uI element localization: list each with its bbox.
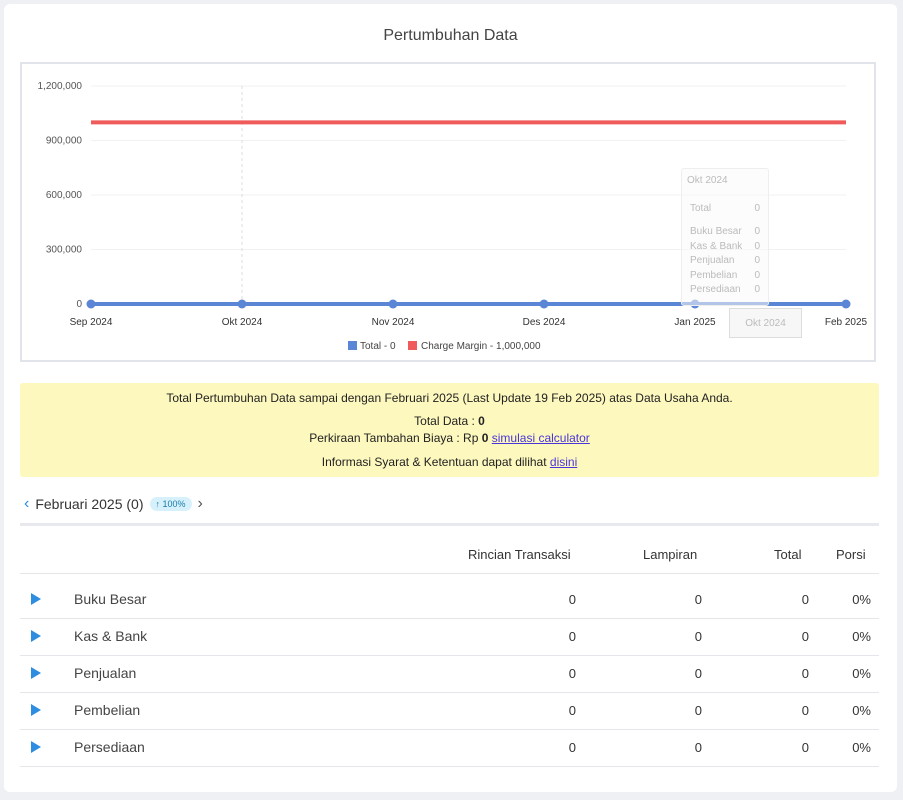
row-name: Buku Besar [74,591,147,607]
cell-porsi: 0% [852,740,871,755]
table-row: Buku Besar 0 0 0 0% [20,581,879,618]
y-tick-label: 900,000 [46,136,83,147]
row-name: Pembelian [74,702,141,718]
month-label: Februari 2025 (0) [35,496,144,512]
cell-total: 0 [801,740,809,755]
cell-lampiran: 0 [694,592,702,607]
cell-porsi: 0% [852,703,871,718]
expand-arrow-icon[interactable] [31,593,41,605]
legend-label: Charge Margin - 1,000,000 [421,341,541,352]
info-cost: Perkiraan Tambahan Biaya : Rp 0 simulasi… [309,431,590,445]
data-point [388,299,398,309]
page-title: Pertumbuhan Data [383,27,518,44]
month-navigator: ‹ Februari 2025 (0) ↑ 100% › [24,495,203,513]
divider [20,729,879,730]
info-total: Total Data : 0 [414,414,485,428]
cell-porsi: 0% [852,592,871,607]
divider [20,573,879,574]
chevron-left-icon[interactable]: ‹ [24,495,30,512]
cell-rincian: 0 [568,592,576,607]
calculator-link[interactable]: simulasi calculator [491,431,590,445]
divider [20,692,879,693]
cell-lampiran: 0 [694,703,702,718]
growth-badge: ↑ 100% [149,497,192,511]
table-row: Kas & Bank 0 0 0 0% [20,618,879,655]
cell-rincian: 0 [568,629,576,644]
tooltip-row: Kas & Bank 0 [690,241,760,252]
info-terms: Informasi Syarat & Ketentuan dapat dilih… [321,455,578,469]
expand-arrow-icon[interactable] [31,704,41,716]
cell-porsi: 0% [852,666,871,681]
divider [20,523,879,526]
expand-arrow-icon[interactable] [31,630,41,642]
cell-lampiran: 0 [694,629,702,644]
tooltip-row: Pembelian 0 [690,270,760,281]
crosshair-x-label: Okt 2024 [729,308,802,338]
table-row: Persediaan 0 0 0 0% [20,729,879,766]
data-point [237,299,247,309]
cell-rincian: 0 [568,666,576,681]
divider [20,766,879,767]
data-point [841,299,851,309]
cell-total: 0 [801,666,809,681]
y-tick-label: 1,200,000 [38,81,83,92]
col-header-porsi: Porsi [836,547,866,562]
cell-rincian: 0 [568,703,576,718]
info-line: Total Pertumbuhan Data sampai dengan Feb… [166,391,733,405]
x-tick-label: Feb 2025 [825,317,868,328]
legend-label: Total - 0 [360,341,396,352]
row-name: Penjualan [74,665,137,681]
y-tick-label: 600,000 [46,190,83,201]
row-name: Persediaan [74,739,145,755]
y-tick-label: 300,000 [46,245,83,256]
col-header-rincian: Rincian Transaksi [468,547,571,562]
x-tick-label: Okt 2024 [222,317,263,328]
divider [20,618,879,619]
col-header-lampiran: Lampiran [643,547,698,562]
x-tick-label: Nov 2024 [372,317,415,328]
tooltip-row: Penjualan 0 [690,255,760,266]
tooltip-row: Total 0 [690,203,760,214]
y-tick-label: 0 [76,299,82,310]
table-row: Pembelian 0 0 0 0% [20,692,879,729]
cell-rincian: 0 [568,740,576,755]
cell-porsi: 0% [852,629,871,644]
tooltip-row: Buku Besar 0 [690,226,760,237]
x-tick-label: Des 2024 [523,317,566,328]
terms-link[interactable]: disini [549,455,578,469]
cell-lampiran: 0 [694,666,702,681]
col-header-total: Total [774,547,802,562]
expand-arrow-icon[interactable] [31,667,41,679]
tooltip-row: Persediaan 0 [690,284,760,295]
cell-total: 0 [801,592,809,607]
chart-tooltip: Okt 2024 Total 0 Buku Besar 0 Kas & Bank 0 … [681,168,769,306]
chart-svg: 1,200,000 900,000 600,000 300,000 0 Sep 2024 O… [38,81,868,352]
cell-total: 0 [801,703,809,718]
data-point [539,299,549,309]
growth-card: Pertumbuhan Data 1,200,000 900,000 600,000… [4,4,897,792]
growth-chart: 1,200,000 900,000 600,000 300,000 0 Sep 2024 O… [20,62,876,362]
tooltip-title: Okt 2024 [687,175,728,186]
expand-arrow-icon[interactable] [31,741,41,753]
row-name: Kas & Bank [74,628,148,644]
legend-swatch [408,341,417,350]
table-row: Penjualan 0 0 0 0% [20,655,879,692]
cell-lampiran: 0 [694,740,702,755]
divider [20,655,879,656]
x-tick-label: Jan 2025 [674,317,716,328]
data-point [86,299,96,309]
x-tick-label: Sep 2024 [70,317,113,328]
legend-swatch [348,341,357,350]
info-banner: Total Pertumbuhan Data sampai dengan Feb… [20,383,879,477]
cell-total: 0 [801,629,809,644]
chevron-right-icon[interactable]: › [197,495,203,512]
